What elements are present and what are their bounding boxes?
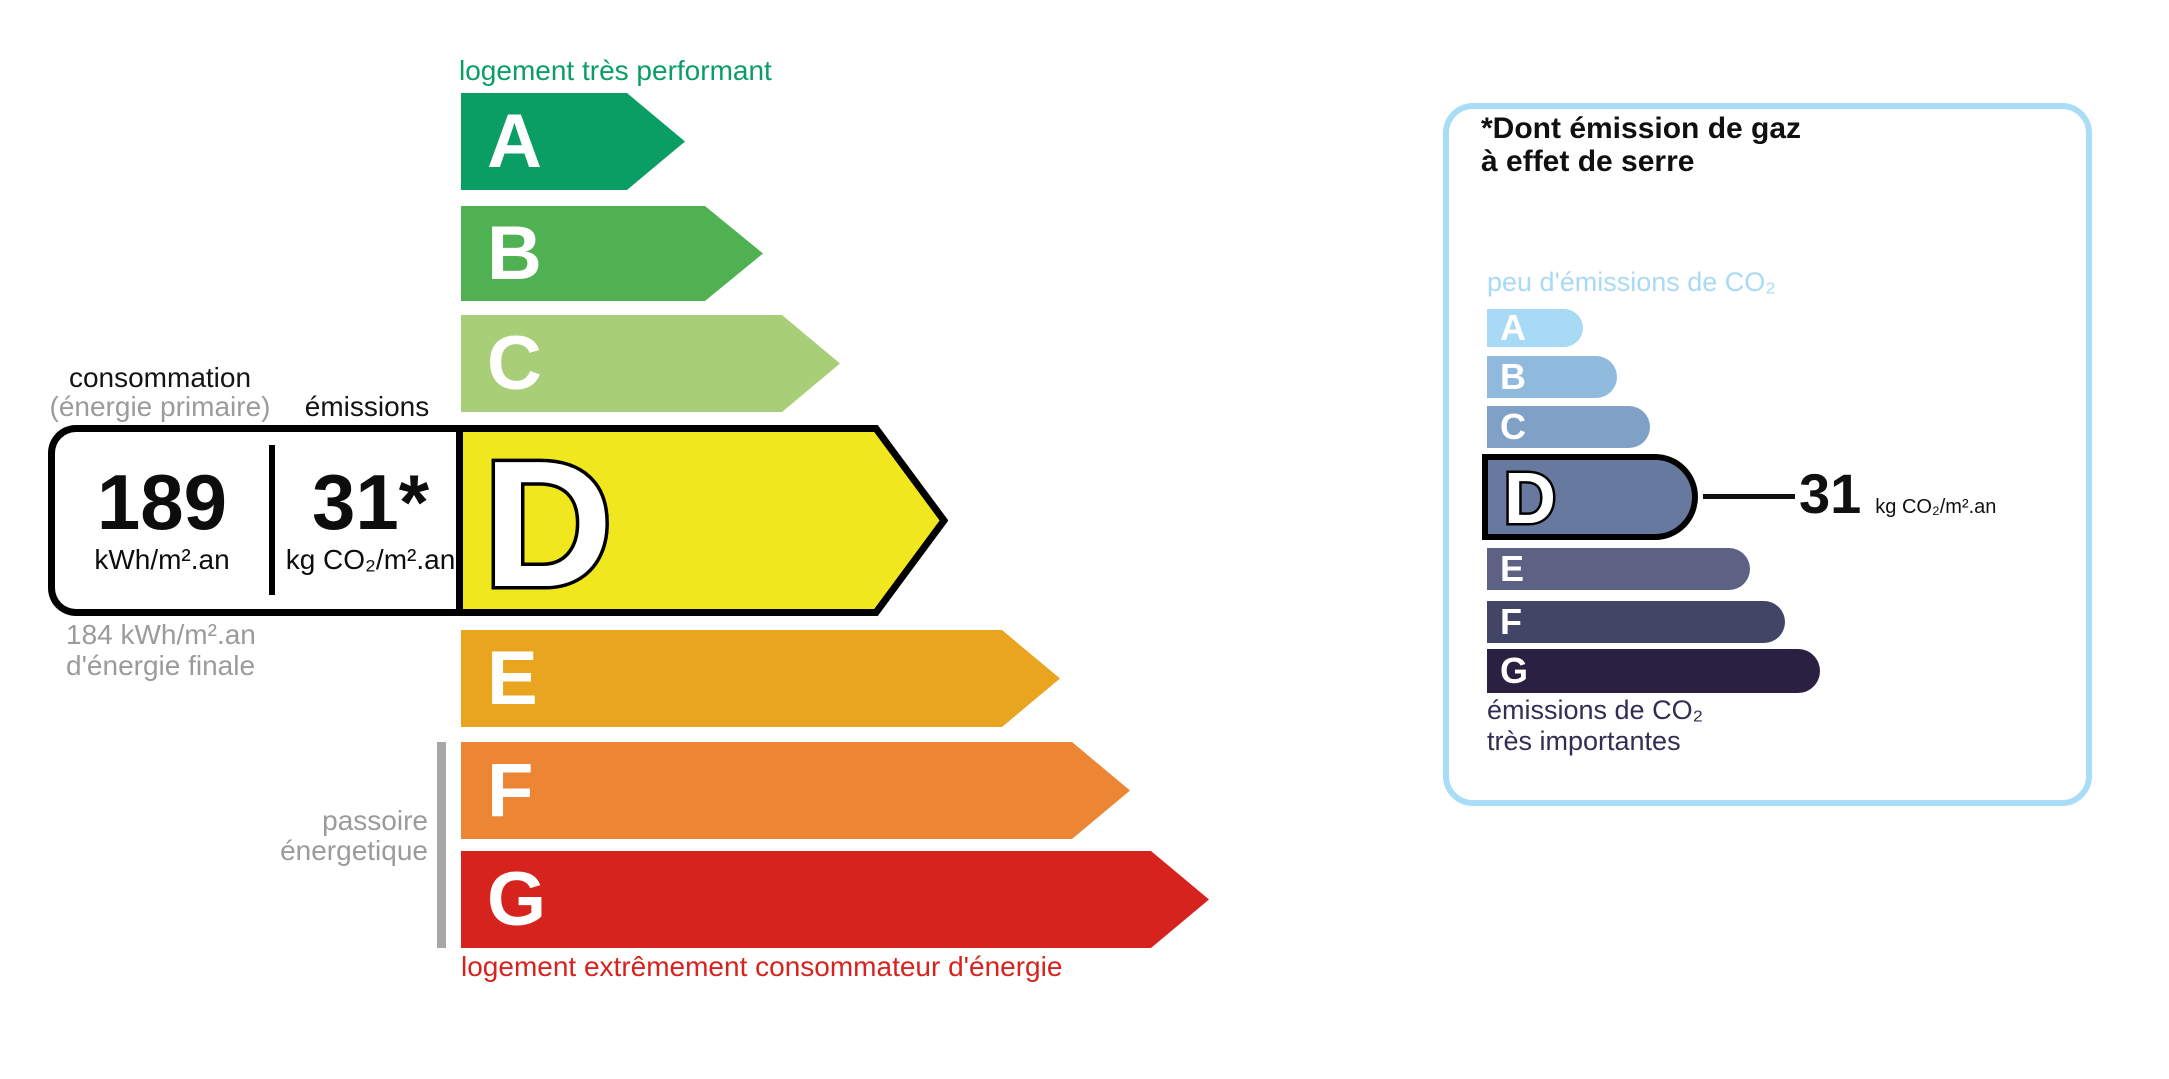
co2-value-connector-line [1703, 494, 1795, 499]
emissions-unit: kg CO₂/m².an [285, 543, 456, 575]
consumption-header: consommation [68, 362, 252, 393]
energy-grade-letter-g: G [487, 857, 547, 942]
energy-grade-letter-a: A [487, 99, 542, 184]
co2-bar-e: E [1487, 548, 1750, 590]
co2-value-unit: kg CO₂/m².an [1875, 496, 1997, 518]
co2-low-emissions-label: peu d'émissions de CO₂ [1487, 267, 1776, 297]
energy-grade-letter-d: D [483, 425, 613, 616]
consumption-cell: 189 kWh/m².an [55, 432, 269, 609]
energy-grade-letter-e: E [487, 636, 538, 721]
final-energy-line1: 184 kWh/m².an [66, 619, 256, 650]
energy-grade-letter-c: C [487, 321, 542, 406]
co2-grade-letter-f: F [1500, 601, 1522, 642]
energy-arrow-d-shape [456, 425, 948, 616]
top-performance-label: logement très performant [459, 55, 772, 86]
co2-panel-title-line1: *Dont émission de gaz [1481, 112, 1802, 145]
co2-panel-title: *Dont émission de gaz à effet de serre [1481, 112, 1801, 178]
energy-sieve-line1: passoire [322, 805, 428, 836]
consumption-value-box [48, 425, 460, 616]
co2-bar-f: F [1487, 601, 1785, 643]
co2-panel-title-line2: à effet de serre [1481, 145, 1695, 178]
energy-sieve-line2: énergetique [280, 835, 428, 866]
co2-bar-c: C [1487, 406, 1650, 448]
final-energy-note: 184 kWh/m².an d'énergie finale [66, 619, 256, 681]
consumption-unit: kWh/m².an [94, 543, 230, 575]
energy-arrow-f: F [461, 742, 1130, 839]
co2-high-emissions-line1: émissions de CO₂ [1487, 695, 1704, 725]
energy-arrow-d: D [456, 425, 948, 616]
energy-arrow-g: G [461, 851, 1209, 948]
co2-grade-letter-d: D [1504, 460, 1556, 534]
co2-high-emissions-label: émissions de CO₂ très importantes [1487, 695, 1703, 757]
co2-grade-letter-b: B [1500, 356, 1526, 397]
emissions-cell: 31* kg CO₂/m².an [281, 432, 460, 609]
energy-arrow-e: E [461, 630, 1060, 727]
energy-arrow-a: A [461, 93, 685, 190]
consumption-value: 189 [96, 458, 228, 547]
energy-grade-letter-f: F [487, 748, 534, 833]
co2-value-callout: 31 kg CO₂/m².an [1799, 466, 1996, 522]
co2-high-emissions-line2: très importantes [1487, 726, 1681, 756]
co2-grade-letter-g: G [1500, 650, 1529, 691]
primary-energy-subheader: (énergie primaire) [49, 391, 271, 422]
co2-grade-letter-a: A [1500, 307, 1526, 348]
energy-sieve-label: passoire énergetique [230, 806, 428, 866]
co2-grade-letter-e: E [1500, 548, 1525, 589]
energy-grade-letter-b: B [487, 211, 542, 296]
emissions-header: émissions [304, 391, 430, 422]
co2-value: 31 [1799, 462, 1862, 525]
bottom-performance-label: logement extrêmement consommateur d'éner… [461, 951, 1063, 982]
box-divider [269, 445, 275, 595]
co2-bar-d: D [1482, 454, 1698, 540]
co2-bar-b: B [1487, 356, 1617, 398]
energy-sieve-bracket [437, 742, 446, 948]
co2-bar-g: G [1487, 649, 1820, 693]
energy-arrow-c: C [461, 315, 840, 412]
co2-grade-letter-d-svg: D [1502, 460, 1559, 534]
co2-bar-a: A [1487, 307, 1583, 348]
co2-grade-letter-c: C [1500, 406, 1526, 447]
energy-arrow-b: B [461, 206, 763, 301]
final-energy-line2: d'énergie finale [66, 650, 256, 681]
emissions-value: 31* [311, 458, 430, 547]
